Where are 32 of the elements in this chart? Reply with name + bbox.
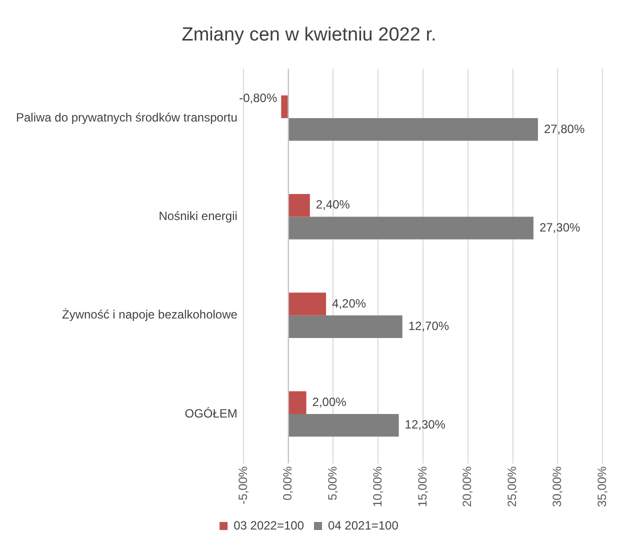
y-tick-label: Nośniki energii — [158, 209, 238, 224]
x-tick-label: 15,00% — [415, 466, 430, 508]
y-tick-label: Paliwa do prywatnych środków transportu — [16, 110, 238, 124]
bar — [288, 315, 402, 338]
legend-label: 03 2022=100 — [234, 518, 304, 532]
y-tick-label: Żywność i napoje bezalkoholowe — [62, 308, 238, 322]
data-label: 12,70% — [408, 319, 450, 334]
x-tick-label: 10,00% — [370, 466, 384, 508]
x-tick-label: 20,00% — [460, 466, 474, 508]
data-label: 2,00% — [312, 394, 347, 409]
bar — [288, 391, 306, 414]
legend-label: 04 2021=100 — [328, 518, 399, 532]
bar — [288, 414, 399, 437]
bar — [288, 194, 310, 217]
y-tick-label: OGÓŁEM — [184, 406, 238, 420]
bar — [288, 216, 534, 240]
data-label: -0,80% — [239, 91, 278, 106]
x-tick-label: 35,00% — [594, 466, 609, 508]
bar — [281, 95, 288, 118]
x-tick-label: 0,00% — [280, 466, 295, 500]
chart-title: Zmiany cen w kwietniu 2022 r. — [182, 24, 436, 46]
x-tick-label: 25,00% — [505, 466, 520, 508]
x-tick-label: -5,00% — [236, 466, 250, 504]
data-label: 4,20% — [332, 296, 366, 310]
data-label: 27,80% — [544, 122, 585, 136]
data-label: 12,30% — [404, 418, 446, 432]
bar — [288, 118, 538, 141]
x-tick-label: 5,00% — [326, 466, 340, 500]
data-label: 27,30% — [539, 220, 580, 234]
bar — [288, 292, 326, 316]
data-label: 2,40% — [316, 198, 350, 212]
x-tick-label: 30,00% — [550, 466, 564, 508]
